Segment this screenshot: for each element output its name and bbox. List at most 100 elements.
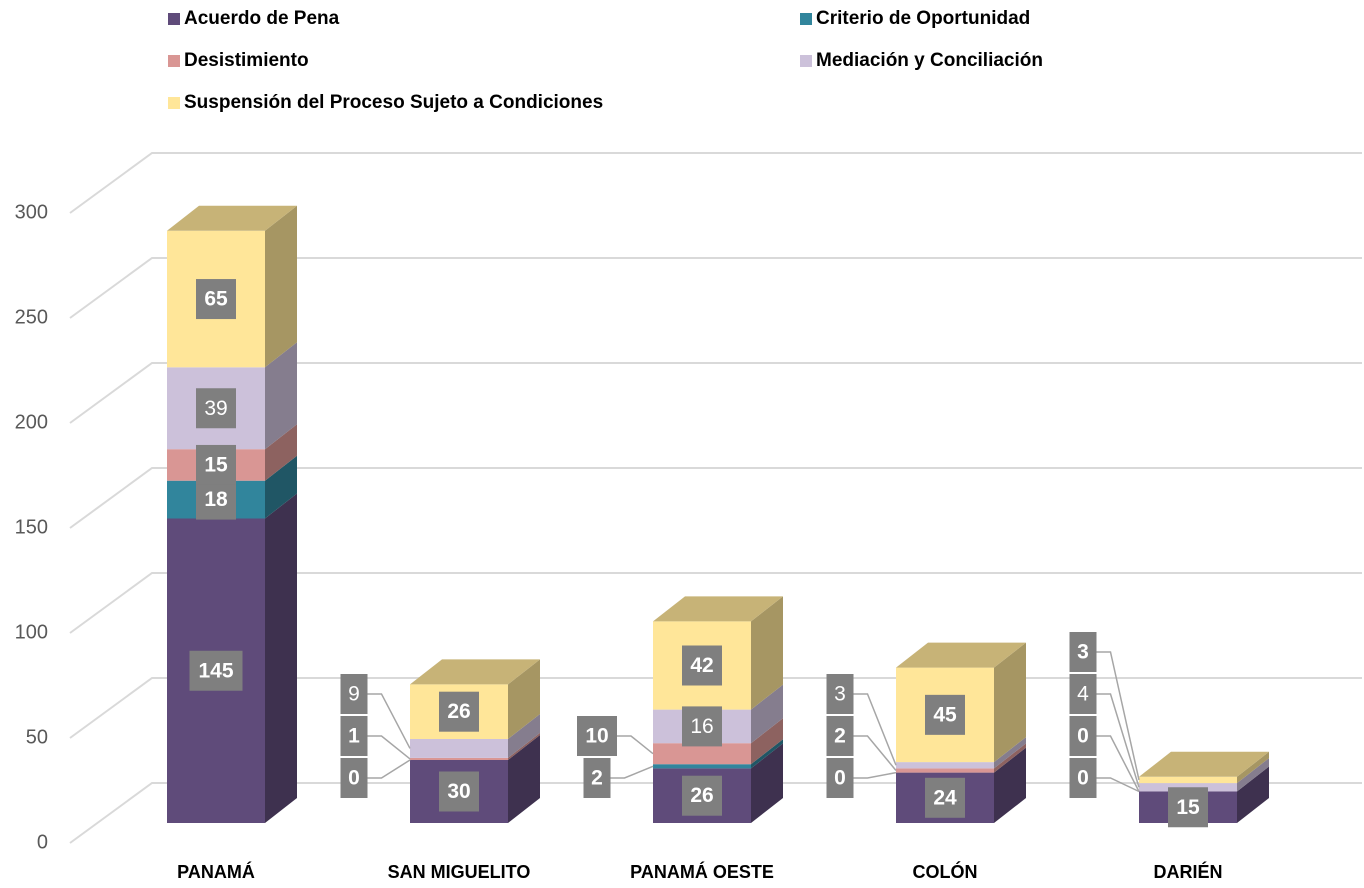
legend-label: Criterio de Oportunidad: [816, 8, 1030, 29]
x-tick-label: DARIÉN: [1153, 861, 1222, 882]
legend-swatch: [168, 97, 180, 109]
y-tick-label: 0: [37, 831, 48, 853]
bar-side: [751, 718, 783, 765]
bar-top: [167, 205, 297, 231]
bar-top: [1139, 751, 1269, 777]
bar-side: [751, 743, 783, 823]
x-tick-label: SAN MIGUELITO: [388, 862, 531, 882]
value-label: 1: [348, 725, 360, 748]
y-tick-label: 300: [15, 201, 48, 223]
value-label-box: [340, 758, 368, 798]
y-tick-label: 150: [15, 516, 48, 538]
bar-side: [508, 735, 540, 823]
value-label-box: [583, 758, 611, 798]
value-label-box: [826, 674, 854, 714]
leader-line: [367, 693, 411, 749]
leader-line: [367, 735, 411, 760]
value-label: 3: [834, 683, 846, 706]
bar-front: [653, 764, 751, 769]
value-label-box: [439, 691, 479, 732]
value-label: 0: [1077, 725, 1089, 748]
value-label-box: [682, 775, 722, 816]
leader-line: [853, 771, 897, 779]
y-tick-label: 250: [15, 306, 48, 328]
bar-front: [410, 757, 508, 760]
grid-line: [69, 257, 1362, 319]
value-label-box: [340, 674, 368, 714]
value-label-box: [196, 279, 236, 320]
bar-front: [1139, 776, 1237, 784]
leader-line: [1096, 735, 1140, 792]
bar-side: [994, 747, 1026, 823]
bar-top: [896, 642, 1026, 668]
bar-front: [896, 762, 994, 769]
bar-side: [751, 739, 783, 769]
bar-side: [265, 493, 297, 823]
bar-side: [1237, 766, 1269, 823]
grid-line: [69, 152, 1362, 214]
value-label: 42: [690, 654, 713, 677]
value-label-box: [1069, 632, 1097, 672]
value-label: 0: [348, 767, 360, 790]
value-label-box: [189, 650, 243, 691]
value-label: 10: [585, 725, 608, 748]
value-label-box: [682, 706, 722, 747]
value-label: 26: [690, 784, 713, 807]
leader-line: [610, 765, 654, 779]
value-label-box: [925, 694, 965, 735]
value-label: 3: [1077, 641, 1089, 664]
leader-line: [853, 735, 897, 771]
x-tick-label: PANAMÁ OESTE: [630, 861, 774, 882]
legend-swatch: [168, 13, 180, 25]
leader-line: [1096, 777, 1140, 793]
value-label: 15: [1176, 796, 1200, 819]
value-label: 4: [1077, 683, 1089, 706]
bar-side: [265, 342, 297, 450]
legend-swatch: [168, 55, 180, 67]
leader-line: [853, 693, 897, 766]
value-label-box: [1069, 716, 1097, 756]
value-label-box: [196, 388, 236, 429]
bar-side: [265, 424, 297, 481]
value-label-box: [196, 444, 236, 485]
grid-line: [69, 362, 1362, 424]
value-label: 0: [1077, 767, 1089, 790]
value-label-box: [1168, 787, 1208, 828]
value-label: 18: [204, 488, 228, 511]
legend-label: Acuerdo de Pena: [184, 8, 340, 29]
bar-side: [1237, 758, 1269, 792]
bar-front: [410, 739, 508, 758]
value-label-box: [682, 645, 722, 686]
bar-side: [508, 732, 540, 760]
bar-side: [751, 684, 783, 744]
legend-label: Desistimiento: [184, 50, 309, 71]
bar-side: [994, 737, 1026, 769]
value-label: 2: [591, 767, 603, 790]
value-label: 65: [204, 288, 228, 311]
value-label: 16: [690, 715, 713, 738]
x-tick-label: PANAMÁ: [177, 861, 255, 882]
value-label-box: [826, 716, 854, 756]
value-label: 9: [348, 683, 360, 706]
value-label: 24: [933, 786, 957, 809]
legend-label: Mediación y Conciliación: [816, 50, 1043, 71]
bar-top: [653, 596, 783, 622]
value-label: 15: [204, 453, 228, 476]
value-label: 2: [834, 725, 846, 748]
grid-line: [69, 467, 1362, 529]
value-label-box: [1069, 758, 1097, 798]
value-label: 0: [834, 767, 846, 790]
bar-side: [508, 659, 540, 739]
bar-side: [1237, 751, 1269, 784]
value-label-box: [577, 716, 617, 756]
bar-side: [994, 642, 1026, 763]
value-label: 45: [933, 703, 957, 726]
x-tick-label: COLÓN: [913, 861, 978, 882]
bar-front: [653, 743, 751, 765]
value-label-box: [439, 771, 479, 812]
value-label-box: [826, 758, 854, 798]
bar-side: [508, 714, 540, 758]
value-label-box: [1069, 674, 1097, 714]
legend-swatch: [800, 55, 812, 67]
